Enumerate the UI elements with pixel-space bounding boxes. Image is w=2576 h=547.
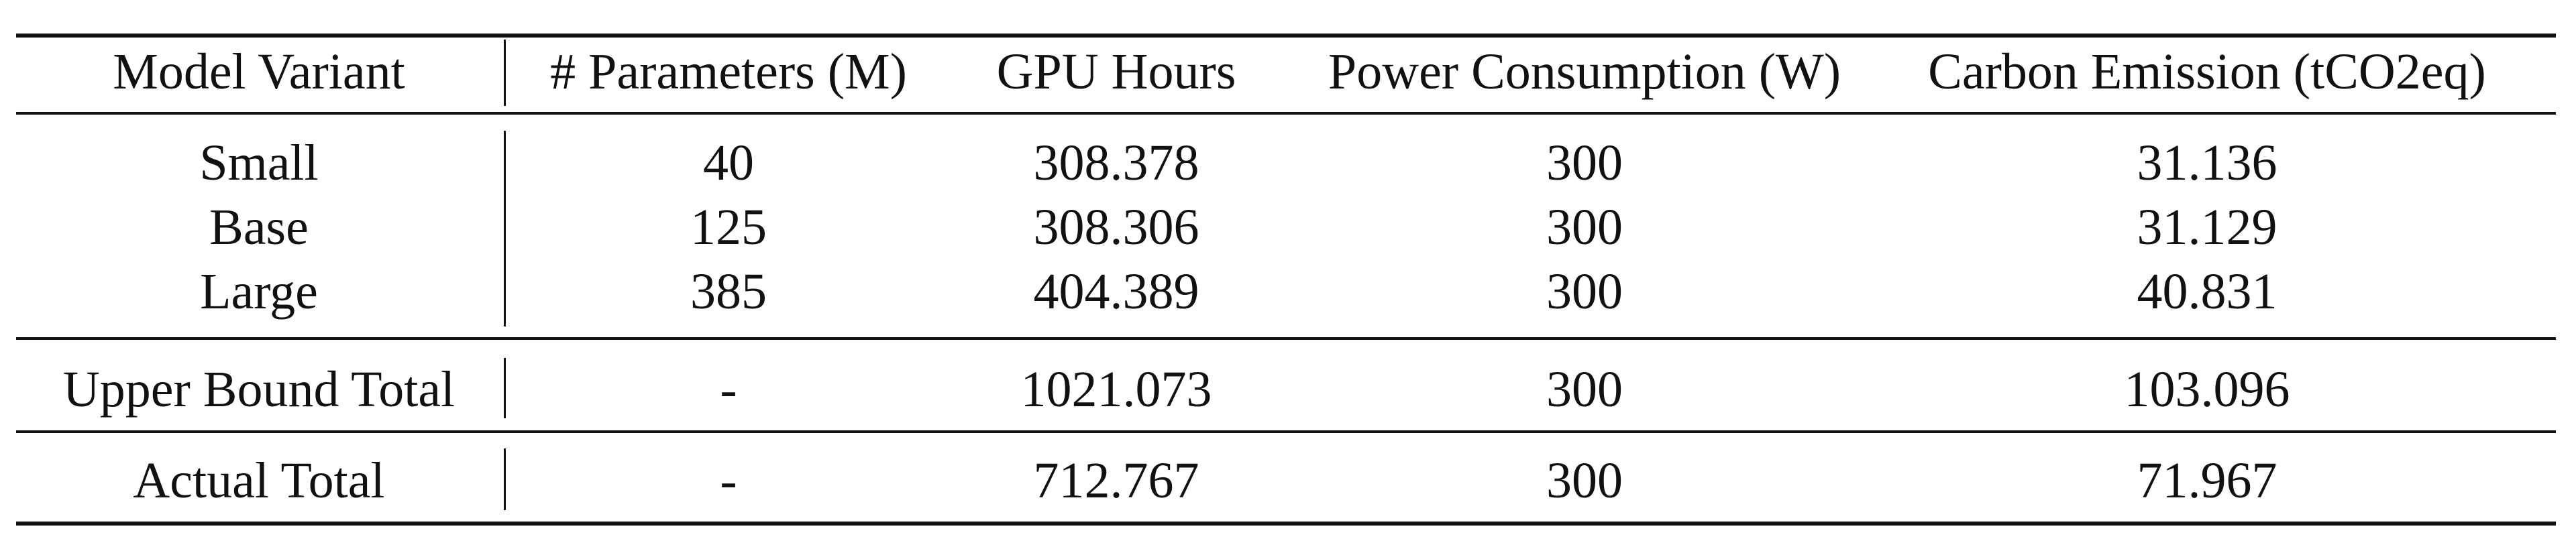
header-model-variant: Model Variant [113,44,405,100]
cell-carbon-emission: 31.136 [2137,135,2277,191]
cell-actual-total-label: Actual Total [133,452,385,509]
header-parameters: # Parameters (M) [550,44,907,100]
cell-model-variant: Small [199,135,319,191]
cell-gpu-hours: 1021.073 [1020,361,1212,418]
header-carbon-emission: Carbon Emission (tCO2eq) [1928,44,2486,100]
cell-gpu-hours: 712.767 [1033,452,1199,509]
header-gpu-hours: GPU Hours [996,44,1236,100]
cell-power-consumption: 300 [1546,135,1623,191]
cell-power-consumption: 300 [1546,361,1623,418]
column-separator [504,40,506,106]
bottom-rule [16,522,2556,526]
cell-parameters: - [720,361,737,418]
actual-total-rule [16,430,2556,433]
cell-parameters: 385 [690,263,767,320]
column-separator [504,131,506,326]
header-rule [16,112,2556,115]
cell-gpu-hours: 308.306 [1033,199,1199,255]
column-separator [504,448,506,510]
cell-carbon-emission: 31.129 [2137,199,2277,255]
upper-bound-rule [16,337,2556,340]
cell-carbon-emission: 103.096 [2124,361,2290,418]
column-separator [504,358,506,418]
cell-power-consumption: 300 [1546,199,1623,255]
cell-model-variant: Large [200,263,318,320]
cell-parameters: 125 [690,199,767,255]
cell-model-variant: Base [209,199,309,255]
header-power-consumption: Power Consumption (W) [1328,44,1841,100]
cell-power-consumption: 300 [1546,452,1623,509]
cell-carbon-emission: 71.967 [2137,452,2277,509]
cell-parameters: 40 [703,135,754,191]
cell-power-consumption: 300 [1546,263,1623,320]
cell-parameters: - [720,452,737,509]
cell-upper-bound-label: Upper Bound Total [62,361,455,418]
cell-gpu-hours: 308.378 [1033,135,1199,191]
top-rule [16,34,2556,38]
cell-gpu-hours: 404.389 [1033,263,1199,320]
cell-carbon-emission: 40.831 [2137,263,2277,320]
